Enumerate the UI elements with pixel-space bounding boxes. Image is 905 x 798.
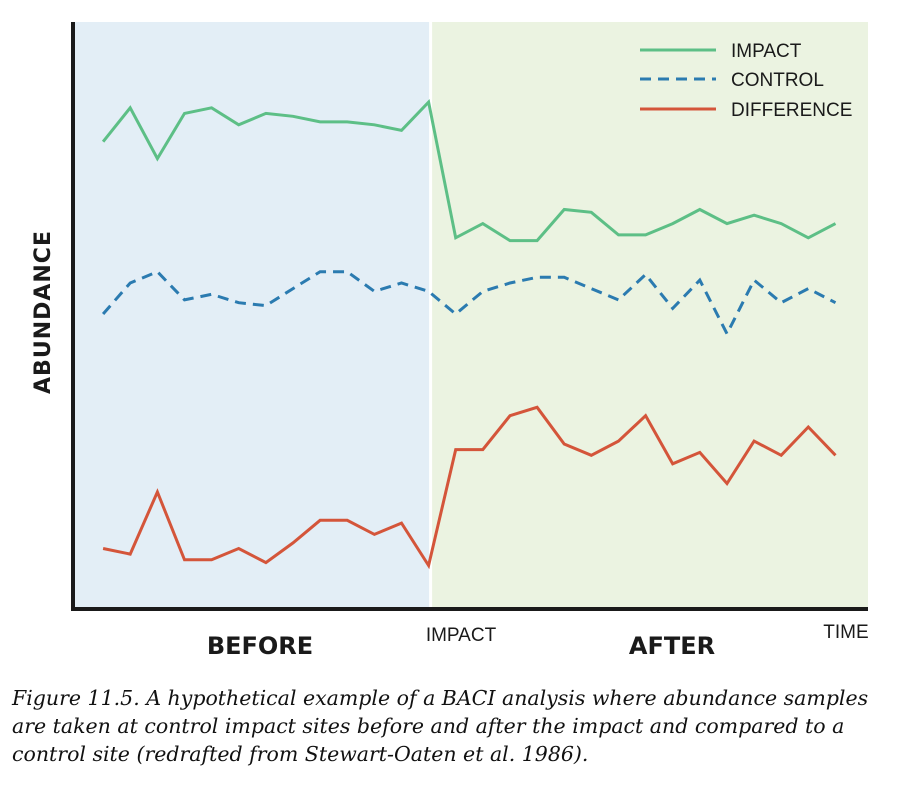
after-phase-region: [430, 22, 868, 609]
series-line-impact: [101, 98, 837, 243]
legend: IMPACT CONTROL DIFFERENCE: [640, 41, 852, 121]
series-line-control: [101, 269, 837, 338]
series-layer: [101, 98, 837, 570]
legend-label-difference: DIFFERENCE: [731, 100, 852, 121]
series-line-difference: [102, 405, 837, 570]
y-axis-label: ABUNDANCE: [31, 230, 56, 394]
chart: ABUNDANCE BEFORE AFTER IMPACT TIME IMPAC…: [31, 22, 869, 660]
after-phase-label: AFTER: [629, 632, 715, 660]
impact-marker-label: IMPACT: [426, 625, 497, 646]
x-axis-label: TIME: [823, 622, 868, 643]
before-phase-label: BEFORE: [207, 632, 313, 660]
legend-label-control: CONTROL: [731, 70, 824, 91]
baci-figure: ABUNDANCE BEFORE AFTER IMPACT TIME IMPAC…: [31, 22, 869, 660]
figure-caption: Figure 11.5. A hypothetical example of a…: [12, 686, 869, 766]
legend-label-impact: IMPACT: [731, 41, 802, 62]
